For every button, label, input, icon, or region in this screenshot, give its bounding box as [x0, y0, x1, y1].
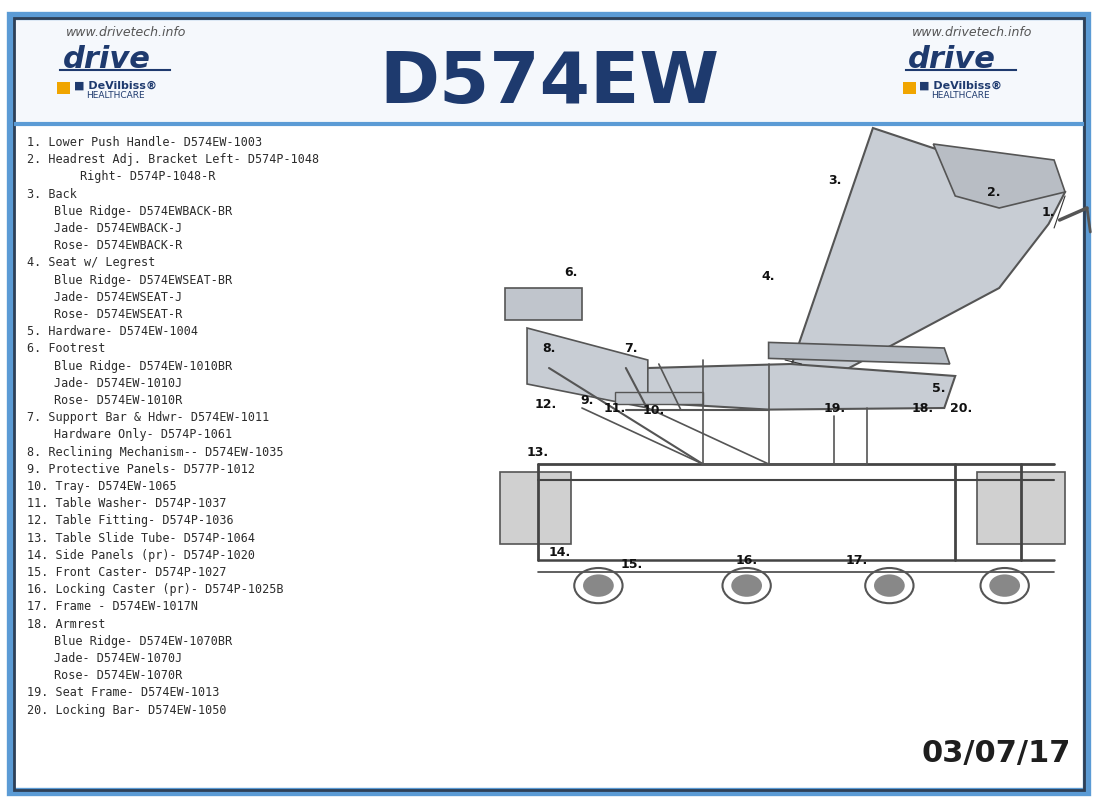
Polygon shape [933, 144, 1065, 208]
Text: Jade- D574EW-1010J: Jade- D574EW-1010J [54, 377, 182, 390]
Text: 3.: 3. [828, 174, 841, 186]
Text: Blue Ridge- D574EW-1070BR: Blue Ridge- D574EW-1070BR [54, 635, 232, 648]
Text: 8. Reclining Mechanism-- D574EW-1035: 8. Reclining Mechanism-- D574EW-1035 [27, 446, 284, 458]
Text: 20. Locking Bar- D574EW-1050: 20. Locking Bar- D574EW-1050 [27, 704, 227, 717]
Polygon shape [631, 364, 955, 410]
Text: Rose- D574EWBACK-R: Rose- D574EWBACK-R [54, 239, 182, 252]
Text: HEALTHCARE: HEALTHCARE [86, 91, 145, 101]
Circle shape [874, 574, 905, 597]
Text: 10. Tray- D574EW-1065: 10. Tray- D574EW-1065 [27, 480, 177, 493]
Text: Jade- D574EWBACK-J: Jade- D574EWBACK-J [54, 222, 182, 235]
Text: 18.: 18. [911, 402, 933, 414]
Circle shape [583, 574, 614, 597]
Polygon shape [500, 472, 571, 544]
Text: 9. Protective Panels- D577P-1012: 9. Protective Panels- D577P-1012 [27, 462, 256, 476]
Text: 4.: 4. [762, 270, 775, 282]
Text: HEALTHCARE: HEALTHCARE [931, 91, 990, 101]
Text: Blue Ridge- D574EW-1010BR: Blue Ridge- D574EW-1010BR [54, 360, 232, 373]
Bar [16, 20, 1082, 124]
Polygon shape [505, 288, 582, 320]
Polygon shape [615, 392, 703, 404]
Text: Jade- D574EWSEAT-J: Jade- D574EWSEAT-J [54, 291, 182, 304]
Text: 1.: 1. [1042, 206, 1055, 218]
Text: 2.: 2. [987, 186, 1000, 198]
Text: 03/07/17: 03/07/17 [921, 739, 1071, 768]
Text: 1. Lower Push Handle- D574EW-1003: 1. Lower Push Handle- D574EW-1003 [27, 136, 262, 149]
Text: 20.: 20. [950, 402, 972, 414]
Text: 15. Front Caster- D574P-1027: 15. Front Caster- D574P-1027 [27, 566, 227, 579]
Text: Right- D574P-1048-R: Right- D574P-1048-R [80, 170, 215, 183]
Text: 5. Hardware- D574EW-1004: 5. Hardware- D574EW-1004 [27, 326, 199, 338]
Text: 8.: 8. [542, 342, 556, 354]
Text: 10.: 10. [642, 404, 664, 417]
Text: 5.: 5. [932, 382, 945, 394]
Text: 15.: 15. [620, 558, 642, 570]
Text: 11.: 11. [604, 402, 626, 414]
Text: 14. Side Panels (pr)- D574P-1020: 14. Side Panels (pr)- D574P-1020 [27, 549, 256, 562]
Text: 7. Support Bar & Hdwr- D574EW-1011: 7. Support Bar & Hdwr- D574EW-1011 [27, 411, 270, 424]
Text: www.drivetech.info: www.drivetech.info [66, 26, 187, 38]
Text: 17. Frame - D574EW-1017N: 17. Frame - D574EW-1017N [27, 600, 199, 614]
Text: 7.: 7. [625, 342, 638, 354]
Text: ■ DeVilbiss®: ■ DeVilbiss® [74, 81, 157, 90]
Text: 12. Table Fitting- D574P-1036: 12. Table Fitting- D574P-1036 [27, 514, 234, 527]
Text: 6. Footrest: 6. Footrest [27, 342, 105, 355]
Text: www.drivetech.info: www.drivetech.info [911, 26, 1032, 38]
Text: 4. Seat w/ Legrest: 4. Seat w/ Legrest [27, 256, 156, 270]
FancyBboxPatch shape [903, 82, 916, 94]
Text: 16. Locking Caster (pr)- D574P-1025B: 16. Locking Caster (pr)- D574P-1025B [27, 583, 284, 596]
Text: 11. Table Washer- D574P-1037: 11. Table Washer- D574P-1037 [27, 497, 227, 510]
Text: Rose- D574EW-1010R: Rose- D574EW-1010R [54, 394, 182, 407]
Text: D574EW: D574EW [379, 50, 719, 118]
Text: 19. Seat Frame- D574EW-1013: 19. Seat Frame- D574EW-1013 [27, 686, 220, 699]
Text: 13. Table Slide Tube- D574P-1064: 13. Table Slide Tube- D574P-1064 [27, 531, 256, 545]
Text: drive: drive [908, 46, 996, 74]
Polygon shape [774, 128, 1065, 408]
Text: 16.: 16. [736, 554, 758, 566]
Text: Rose- D574EWSEAT-R: Rose- D574EWSEAT-R [54, 308, 182, 321]
Text: 3. Back: 3. Back [27, 188, 77, 201]
Circle shape [989, 574, 1020, 597]
Text: Jade- D574EW-1070J: Jade- D574EW-1070J [54, 652, 182, 665]
Text: 9.: 9. [581, 394, 594, 406]
Text: 6.: 6. [564, 266, 578, 278]
Text: ■ DeVilbiss®: ■ DeVilbiss® [919, 81, 1002, 90]
Text: 17.: 17. [845, 554, 867, 566]
Polygon shape [769, 342, 950, 364]
Text: Blue Ridge- D574EWSEAT-BR: Blue Ridge- D574EWSEAT-BR [54, 274, 232, 286]
Text: 19.: 19. [824, 402, 845, 414]
Text: Blue Ridge- D574EWBACK-BR: Blue Ridge- D574EWBACK-BR [54, 205, 232, 218]
Circle shape [731, 574, 762, 597]
Text: 14.: 14. [549, 546, 571, 558]
Polygon shape [977, 472, 1065, 544]
Text: 18. Armrest: 18. Armrest [27, 618, 105, 630]
Text: 2. Headrest Adj. Bracket Left- D574P-1048: 2. Headrest Adj. Bracket Left- D574P-104… [27, 154, 320, 166]
FancyBboxPatch shape [57, 82, 70, 94]
Text: drive: drive [63, 46, 150, 74]
Polygon shape [527, 328, 648, 408]
Text: Hardware Only- D574P-1061: Hardware Only- D574P-1061 [54, 429, 232, 442]
Text: 12.: 12. [535, 398, 557, 410]
Text: Rose- D574EW-1070R: Rose- D574EW-1070R [54, 669, 182, 682]
Text: 13.: 13. [527, 446, 549, 458]
